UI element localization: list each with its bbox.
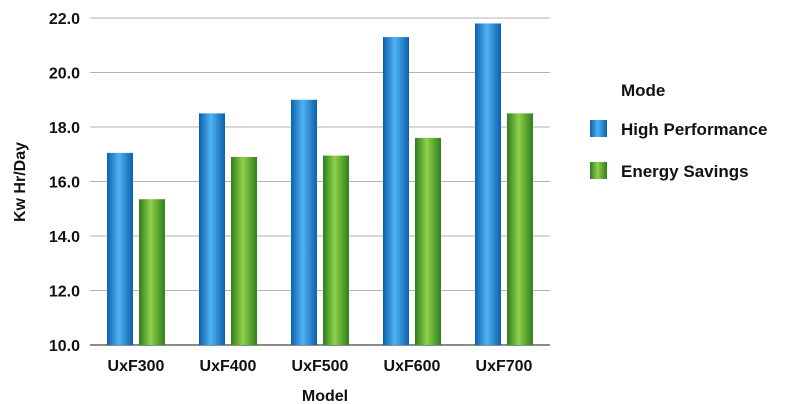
bar-energy-savings-uxf400 xyxy=(231,156,257,345)
bar-energy-savings-uxf700 xyxy=(507,113,533,345)
legend-title: Mode xyxy=(621,81,665,100)
y-tick-label: 20.0 xyxy=(49,66,80,83)
bar-energy-savings-uxf600 xyxy=(415,137,441,345)
legend-swatch-energy-savings xyxy=(590,162,607,179)
y-tick-label: 18.0 xyxy=(49,120,80,137)
x-tick-label: UxF600 xyxy=(384,358,441,375)
x-tick-label: UxF500 xyxy=(292,358,349,375)
bar-high-performance-uxf300 xyxy=(107,152,133,345)
bar-high-performance-uxf500 xyxy=(291,99,317,345)
x-axis-title: Model xyxy=(302,388,348,404)
bar-high-performance-uxf400 xyxy=(199,113,225,345)
legend: Mode High Performance Energy Savings xyxy=(590,81,767,181)
legend-label-energy-savings: Energy Savings xyxy=(621,162,749,181)
gridlines xyxy=(90,17,550,346)
axis-ticks: 10.0 12.0 14.0 16.0 18.0 20.0 22.0 UxF300 UxF400… xyxy=(49,11,533,375)
y-tick-label: 14.0 xyxy=(49,229,80,246)
x-tick-label: UxF300 xyxy=(108,358,165,375)
y-tick-label: 16.0 xyxy=(49,175,80,192)
y-axis-title: Kw Hr/Day xyxy=(12,142,29,222)
bars xyxy=(107,23,533,345)
x-tick-label: UxF400 xyxy=(200,358,257,375)
legend-label-high-performance: High Performance xyxy=(621,120,767,139)
bar-energy-savings-uxf300 xyxy=(139,199,165,345)
y-tick-label: 12.0 xyxy=(49,284,80,301)
bar-energy-savings-uxf500 xyxy=(323,155,349,345)
bar-high-performance-uxf600 xyxy=(383,37,409,345)
bar-high-performance-uxf700 xyxy=(475,23,501,345)
legend-swatch-high-performance xyxy=(590,120,607,137)
y-tick-label: 10.0 xyxy=(49,338,80,355)
x-tick-label: UxF700 xyxy=(476,358,533,375)
y-tick-label: 22.0 xyxy=(49,11,80,28)
